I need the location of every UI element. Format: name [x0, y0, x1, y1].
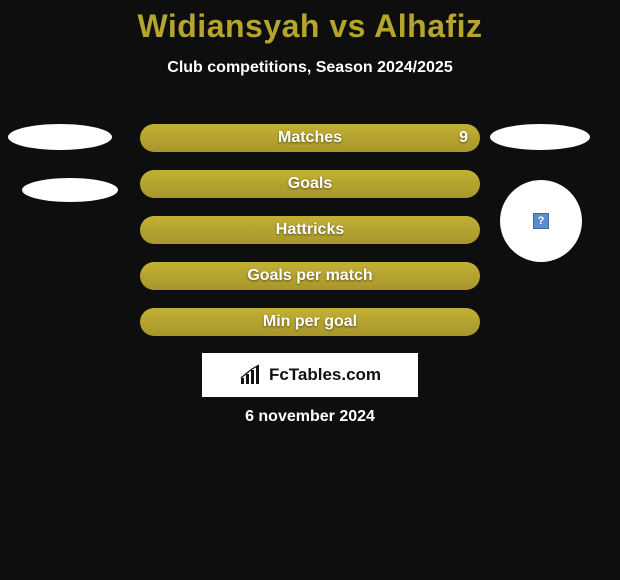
bar-matches: Matches 9 [140, 124, 480, 152]
unknown-avatar-icon: ? [533, 213, 549, 229]
player-left-placeholder-2 [22, 178, 118, 202]
bar-label: Goals [288, 175, 332, 193]
page-title: Widiansyah vs Alhafiz [0, 0, 620, 45]
player-right-avatar-placeholder: ? [500, 180, 582, 262]
bar-label: Goals per match [247, 267, 372, 285]
bars-icon [239, 364, 265, 386]
bar-label: Hattricks [276, 221, 344, 239]
stats-chart: Matches 9 Goals Hattricks Goals per matc… [140, 124, 480, 354]
fctables-text: FcTables.com [269, 365, 381, 385]
player-right-placeholder-1 [490, 124, 590, 150]
bar-label: Matches [278, 129, 342, 147]
fctables-logo: FcTables.com [239, 364, 381, 386]
bar-hattricks: Hattricks [140, 216, 480, 244]
fctables-attribution[interactable]: FcTables.com [202, 353, 418, 397]
bar-label: Min per goal [263, 313, 357, 331]
date-text: 6 november 2024 [0, 408, 620, 426]
bar-goals: Goals [140, 170, 480, 198]
subtitle: Club competitions, Season 2024/2025 [0, 59, 620, 77]
player-left-placeholder-1 [8, 124, 112, 150]
bar-value: 9 [459, 129, 468, 147]
bar-goals-per-match: Goals per match [140, 262, 480, 290]
bar-min-per-goal: Min per goal [140, 308, 480, 336]
